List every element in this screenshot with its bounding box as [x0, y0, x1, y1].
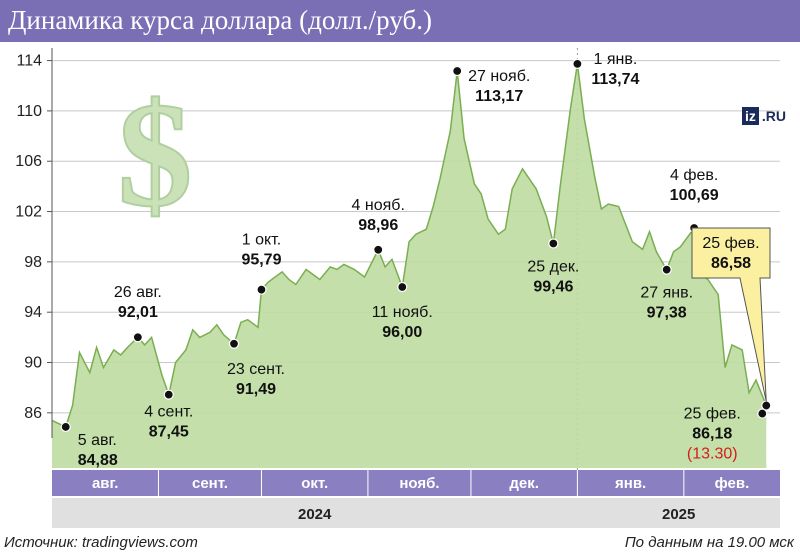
y-tick-label: 110	[16, 103, 42, 120]
annotation-point	[452, 65, 463, 77]
footer: Источник: tradingviews.com По данным на …	[0, 530, 800, 554]
annotation-value: 95,79	[241, 252, 281, 269]
month-label: янв.	[615, 475, 646, 492]
year-bar	[52, 498, 780, 528]
chart-title: Динамика курса доллара (долл./руб.)	[8, 5, 432, 35]
annotation-date: 27 янв.	[640, 285, 693, 302]
dollar-sign-icon: $	[117, 71, 194, 239]
month-label: сент.	[192, 475, 228, 492]
annotation-date: 23 сент.	[227, 361, 285, 378]
annotation-value: 98,96	[358, 217, 398, 234]
iz-logo: iz .RU	[742, 106, 786, 126]
annotation-point	[60, 421, 71, 433]
y-tick-label: 106	[15, 153, 42, 170]
annotation-value: 97,38	[647, 305, 687, 322]
annotation-time: (13.30)	[687, 446, 738, 463]
month-label: окт.	[301, 475, 328, 492]
year-label: 2025	[662, 506, 695, 523]
annotation-date: 25 дек.	[527, 259, 579, 276]
annotation-point	[572, 58, 583, 69]
annotation-point	[548, 238, 559, 249]
y-tick-label: 90	[24, 355, 42, 372]
svg-text:$: $	[118, 72, 193, 238]
annotation-point	[228, 338, 240, 349]
callout-box	[691, 227, 771, 402]
logo-box: iz	[742, 107, 759, 125]
month-label: авг.	[92, 475, 118, 492]
annotation-date: 1 янв.	[593, 51, 637, 68]
annotation-point	[132, 332, 143, 343]
annotation-date: 1 окт.	[242, 232, 281, 249]
series-line	[51, 63, 767, 428]
y-tick-label: 86	[24, 405, 42, 422]
annotation-value: 99,46	[533, 279, 573, 296]
annotation-point	[373, 244, 384, 255]
annotation-value: 113,17	[475, 88, 523, 105]
annotation-point	[397, 281, 408, 293]
chart: $ 86 90 94 98 102 106 110 114 5 авг. 84,88 26 авг…	[15, 48, 780, 528]
annotation-value: 84,88	[78, 452, 118, 469]
year-axis: 2024 2025	[52, 498, 780, 528]
data-note: По данным на 19.00 мск	[624, 534, 794, 551]
annotation-date: 4 нояб.	[352, 197, 405, 214]
logo-suffix: .RU	[761, 108, 787, 124]
annotation-date: 25 фев.	[684, 406, 741, 423]
area-fill	[52, 63, 767, 469]
area-series	[51, 63, 767, 469]
y-tick-label: 114	[16, 53, 42, 70]
annotation-point	[757, 408, 768, 419]
month-axis: авг. сент. окт. нояб. дек. янв. фев.	[52, 470, 780, 496]
annotation-point	[256, 284, 267, 295]
annotation-date: 27 нояб.	[468, 68, 530, 85]
annotation-date: 25 фев.	[702, 235, 759, 252]
month-bar	[52, 470, 780, 496]
source-label: Источник: tradingviews.com	[4, 534, 198, 551]
annotation-points	[60, 58, 772, 433]
y-tick-label: 102	[15, 204, 42, 221]
annotation-date: 5 авг.	[78, 432, 117, 449]
annotation-date: 4 сент.	[144, 404, 193, 421]
year-label: 2024	[298, 506, 332, 523]
month-label: дек.	[509, 475, 539, 492]
annotation-value: 86,58	[711, 255, 751, 272]
annotation-point	[661, 264, 672, 275]
month-label: нояб.	[399, 475, 439, 492]
annotation-date: 4 фев.	[670, 167, 718, 184]
annotation-date: 26 авг.	[114, 284, 162, 301]
y-tick-label: 98	[24, 254, 42, 271]
y-tick-label: 94	[24, 304, 42, 321]
title-bar: Динамика курса доллара (долл./руб.)	[0, 0, 800, 42]
annotation-value: 87,45	[149, 424, 189, 441]
annotation-date: 11 нояб.	[372, 304, 433, 321]
annotation-value: 91,49	[236, 381, 276, 398]
annotation-labels: 5 авг. 84,88 26 авг. 92,01 4 сент. 87,45 23 се…	[78, 51, 771, 469]
annotation-value: 100,69	[670, 187, 719, 204]
annotation-point	[163, 389, 174, 400]
annotation-value: 86,18	[692, 426, 732, 443]
annotation-value: 96,00	[382, 324, 422, 341]
month-label: фев.	[715, 475, 750, 492]
y-axis: 86 90 94 98 102 106 110 114	[15, 48, 53, 438]
annotation-value: 113,74	[591, 71, 639, 88]
annotation-value: 92,01	[118, 304, 158, 321]
